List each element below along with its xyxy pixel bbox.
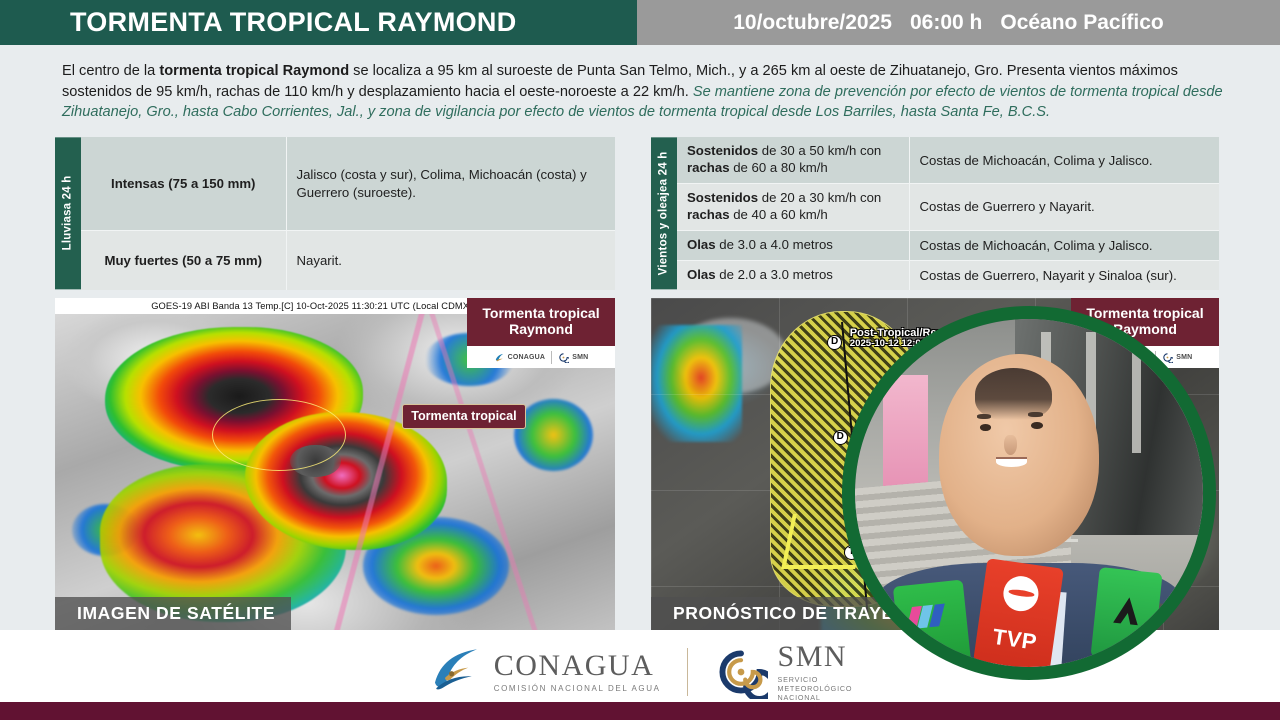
satellite-storm-badge: Tormenta tropical Raymond CONAGUA xyxy=(467,297,615,369)
tvp-label: TVP xyxy=(991,623,1039,655)
rain-category: Muy fuertes (50 a 75 mm) xyxy=(81,229,287,290)
portrait-nose xyxy=(1004,434,1017,455)
conagua-wordmark: CONAGUA xyxy=(493,649,655,682)
spiral-icon xyxy=(559,352,570,363)
conagua-mini-logo: CONAGUA xyxy=(494,352,546,363)
conagua-tagline: COMISIÓN NACIONAL DEL AGUA xyxy=(493,684,661,693)
wind-label-line1: Vientos y oleaje xyxy=(657,185,670,276)
building-column xyxy=(1131,331,1141,453)
smn-spiral-icon xyxy=(719,650,768,699)
portrait-eye xyxy=(980,424,992,431)
bulletin-basin: Océano Pacífico xyxy=(1000,10,1164,34)
broadcaster-logo-icon xyxy=(1113,596,1141,626)
footer-divider xyxy=(686,648,688,696)
rain-label-line2: a 24 h xyxy=(61,175,74,210)
table-row: Sostenidos de 30 a 50 km/h con rachas de… xyxy=(677,137,1219,184)
microphone-green-left xyxy=(892,580,971,667)
wind-table-vertical-label: Vientos y oleaje a 24 h xyxy=(651,137,677,290)
table-row: Muy fuertes (50 a 75 mm) Nayarit. xyxy=(81,229,615,290)
satellite-image xyxy=(55,313,615,642)
portrait-mouth xyxy=(996,456,1027,467)
microphone-tvp: TVP xyxy=(973,557,1064,667)
rain-label-line1: Lluvias xyxy=(61,209,74,251)
rain-table-vertical-label: Lluvias a 24 h xyxy=(55,137,81,290)
wind-table: Vientos y oleaje a 24 h Sostenidos de 30… xyxy=(651,137,1219,290)
portrait-eye xyxy=(1031,422,1043,429)
portrait-eyebrow xyxy=(976,414,992,419)
wind-areas: Costas de Guerrero y Nayarit. xyxy=(909,182,1219,231)
table-row: Sostenidos de 20 a 30 km/h con rachas de… xyxy=(677,182,1219,231)
rain-areas: Nayarit. xyxy=(286,229,615,290)
rain-areas: Jalisco (costa y sur), Colima, Michoacán… xyxy=(286,137,615,231)
wind-category: Sostenidos de 20 a 30 km/h con rachas de… xyxy=(677,182,910,231)
page-title: TORMENTA TROPICAL RAYMOND xyxy=(0,0,637,45)
water-drop-icon xyxy=(495,353,503,361)
microphone-green-right xyxy=(1090,566,1163,664)
summary-storm-name: tormenta tropical Raymond xyxy=(159,63,350,79)
portrait-image: TVP xyxy=(855,319,1203,667)
storm-callout-label: Tormenta tropical xyxy=(402,404,526,429)
summary-advisory: Se mantiene zona de prevención por efect… xyxy=(62,83,1223,121)
conagua-logo: CONAGUA COMISIÓN NACIONAL DEL AGUA xyxy=(428,644,661,700)
satellite-panel-label: IMAGEN DE SATÉLITE xyxy=(55,596,292,630)
smn-logo: SMN SERVICIO METEOROLÓGICO NACIONAL xyxy=(714,642,853,702)
wind-category: Sostenidos de 30 a 50 km/h con rachas de… xyxy=(677,137,910,184)
portrait-eyebrow xyxy=(1028,412,1043,417)
badge-storm-name: Tormenta tropical Raymond xyxy=(467,297,615,347)
wave-areas: Costas de Guerrero, Nayarit y Sinaloa (s… xyxy=(909,259,1219,290)
header-bar: TORMENTA TROPICAL RAYMOND 10/octubre/202… xyxy=(0,0,1280,45)
wave-category: Olas de 3.0 a 4.0 metros xyxy=(677,229,910,261)
smn-tagline: SERVICIO METEOROLÓGICO NACIONAL xyxy=(777,675,853,702)
rain-category: Intensas (75 a 150 mm) xyxy=(81,137,287,231)
wind-label-line2: a 24 h xyxy=(657,151,670,186)
map-precip-west xyxy=(651,325,742,442)
satellite-panel[interactable]: GOES-19 ABI Banda 13 Temp.[C] 10-Oct-202… xyxy=(55,297,615,642)
storm-circulation-ring xyxy=(211,398,347,471)
smn-wordmark: SMN xyxy=(777,640,848,673)
summary-text: El centro de la tormenta tropical Raymon… xyxy=(0,49,1280,131)
table-row: Intensas (75 a 150 mm) Jalisco (costa y … xyxy=(81,137,615,231)
portrait-hair xyxy=(975,367,1053,421)
header-divider xyxy=(0,45,1280,49)
badge-logos: CONAGUA SMN xyxy=(467,346,615,369)
wave-category: Olas de 2.0 a 3.0 metros xyxy=(677,259,910,290)
track-point-post-tropical[interactable]: D xyxy=(827,335,843,351)
conagua-emblem-icon xyxy=(434,649,477,690)
table-row: Olas de 3.0 a 4.0 metros Costas de Micho… xyxy=(677,229,1219,261)
tvp-logo-icon xyxy=(1001,573,1042,613)
header-meta: 10/octubre/2025 06:00 h Océano Pacífico xyxy=(637,0,1280,45)
smn-mini-logo: SMN xyxy=(558,352,588,363)
forecast-tables: Lluvias a 24 h Intensas (75 a 150 mm) Ja… xyxy=(0,131,1280,290)
summary-part1: El centro de la xyxy=(62,63,160,79)
rain-table: Lluvias a 24 h Intensas (75 a 150 mm) Ja… xyxy=(55,137,615,290)
interview-portrait-inset: TVP xyxy=(842,306,1216,680)
chevron-logo-icon xyxy=(905,603,954,630)
wind-areas: Costas de Michoacán, Colima y Jalisco. xyxy=(909,137,1219,184)
track-point-depression[interactable]: D xyxy=(832,429,848,445)
footer-logos: CONAGUA COMISIÓN NACIONAL DEL AGUA SMN S… xyxy=(428,642,853,702)
summary-part2: se localiza a 95 km al suroeste de Punta… xyxy=(62,63,1178,100)
footer-accent-strip xyxy=(0,702,1280,720)
bulletin-date: 10/octubre/2025 xyxy=(733,10,892,34)
bulletin-time: 06:00 h xyxy=(909,10,983,34)
portrait-face xyxy=(938,353,1099,556)
wave-areas: Costas de Michoacán, Colima y Jalisco. xyxy=(909,229,1219,261)
coastline-overlay xyxy=(55,313,615,642)
table-row: Olas de 2.0 a 3.0 metros Costas de Guerr… xyxy=(677,259,1219,290)
badge-divider xyxy=(551,350,553,364)
building-column xyxy=(1086,331,1096,453)
